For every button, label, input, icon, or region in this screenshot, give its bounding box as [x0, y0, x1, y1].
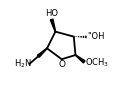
- Text: O: O: [58, 60, 65, 69]
- Text: OCH$_3$: OCH$_3$: [84, 57, 108, 69]
- Text: H$_2$N: H$_2$N: [14, 58, 32, 70]
- Polygon shape: [50, 19, 55, 32]
- Polygon shape: [75, 55, 84, 63]
- Polygon shape: [37, 48, 47, 57]
- Text: HO: HO: [45, 9, 58, 18]
- Text: ''OH: ''OH: [86, 32, 103, 41]
